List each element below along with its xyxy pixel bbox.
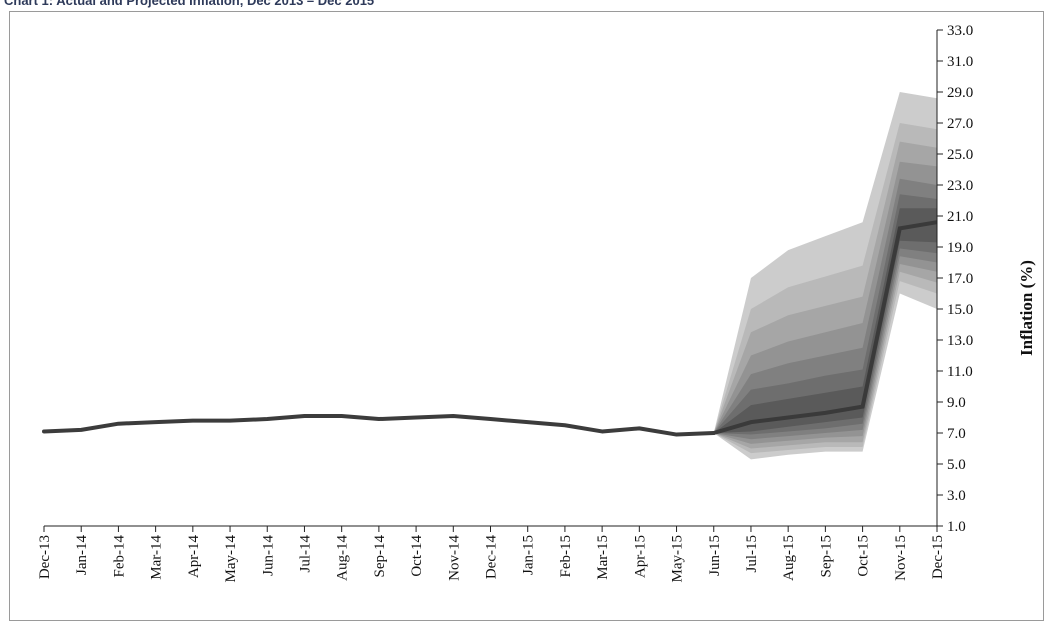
fan-bands: [713, 92, 938, 460]
actual-point-Nov-14: [452, 415, 454, 417]
actual-point-Dec-14: [490, 418, 491, 420]
actual-point-Apr-15: [638, 427, 640, 429]
series-lines: [42, 413, 716, 437]
fan-band-5: [713, 178, 937, 440]
actual-point-Mar-14: [155, 421, 157, 423]
x-tick-label: Jan-15: [521, 535, 537, 575]
actual-point-Sep-14: [378, 418, 380, 420]
x-tick-label: Dec-13: [37, 535, 53, 579]
actual-point-May-15: [676, 434, 678, 436]
x-tick-label: Jul-14: [297, 535, 313, 573]
y-tick-label: 29.0: [947, 85, 973, 101]
x-tick-label: May-15: [670, 535, 686, 583]
x-tick-label: Feb-14: [111, 535, 127, 578]
y-tick-label: 5.0: [947, 457, 966, 473]
x-tick-label: Jul-15: [744, 535, 760, 573]
y-tick-label: 19.0: [947, 240, 973, 256]
x-tick-label: Apr-14: [186, 535, 202, 579]
x-tick-label: Feb-15: [558, 535, 574, 578]
y-tick-label: 33.0: [947, 23, 973, 39]
x-tick-label: May-14: [223, 535, 239, 583]
actual-point-Jun-14: [266, 418, 268, 420]
x-tick-label: Dec-15: [930, 535, 946, 579]
actual-point-Feb-14: [117, 423, 119, 425]
actual-point-May-14: [229, 420, 231, 422]
page-title: Chart 1: Actual and Projected Inflation,…: [4, 0, 375, 8]
y-tick-label: 1.0: [947, 519, 966, 535]
y-tick-label: 21.0: [947, 209, 973, 225]
x-tick-label: Mar-15: [595, 535, 611, 580]
y-tick-label: 23.0: [947, 178, 973, 194]
x-tick-label: Nov-15: [893, 535, 909, 581]
actual-point-Jan-15: [527, 421, 529, 423]
actual-point-Mar-15: [601, 430, 603, 432]
axes: Dec-13 Jan-14 Feb-14 Mar-14 Apr-14 May-14 Jun-…: [37, 23, 973, 583]
x-tick-label: Mar-14: [149, 535, 165, 580]
y-tick-label: 13.0: [947, 333, 973, 349]
x-tick-label: Jan-14: [74, 535, 90, 575]
actual-point-Apr-14: [192, 420, 194, 422]
x-tick-label: Aug-15: [781, 535, 797, 581]
y-tick-label: 17.0: [947, 271, 973, 287]
x-tick-label: Jun-15: [707, 535, 723, 576]
x-tick-label: Aug-14: [335, 535, 351, 581]
y-tick-label: 27.0: [947, 116, 973, 132]
x-tick-label: Apr-15: [632, 535, 648, 578]
y-tick-label: 11.0: [947, 364, 973, 380]
actual-point-Jan-14: [80, 429, 82, 431]
actual-point-Aug-14: [341, 415, 343, 417]
x-tick-label: Jun-14: [260, 535, 276, 576]
x-tick-label: Dec-14: [484, 535, 500, 580]
y-tick-label: 3.0: [947, 488, 966, 504]
actual-point-Dec-13: [43, 430, 45, 432]
y-tick-label: 25.0: [947, 147, 973, 163]
actual-point-Feb-15: [564, 424, 566, 426]
fan-central-line: [713, 220, 938, 435]
y-tick-label: 9.0: [947, 395, 966, 411]
x-tick-label: Sep-15: [818, 535, 834, 578]
x-tick-label: Nov-14: [446, 535, 462, 581]
y-tick-label: 15.0: [947, 302, 973, 318]
x-tick-label: Sep-14: [372, 535, 388, 578]
fan-band-7: [713, 208, 937, 433]
actual-point-Jun-15: [713, 432, 715, 434]
actual-point-Jul-14: [303, 415, 305, 417]
x-tick-label: Oct-15: [856, 535, 872, 577]
y-tick-label: 31.0: [947, 54, 973, 70]
y-axis-title: Inflation (%): [1017, 260, 1036, 356]
actual-point-Oct-14: [415, 417, 417, 418]
y-tick-label: 7.0: [947, 426, 966, 442]
x-tick-label: Oct-14: [409, 535, 425, 577]
